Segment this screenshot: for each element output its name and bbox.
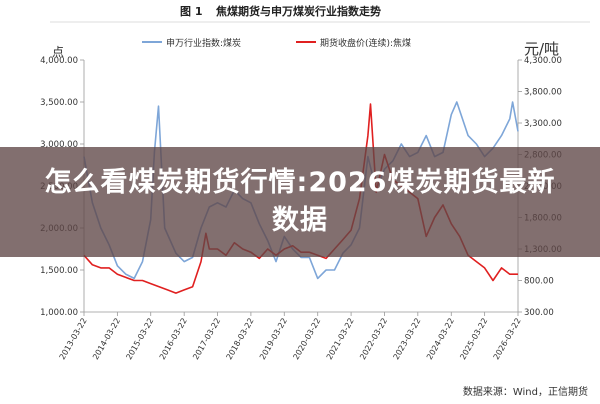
x-tick-label: 2014-03-22	[91, 317, 122, 362]
left-tick-label: 3,500.00	[40, 98, 78, 108]
x-tick-label: 2024-03-22	[425, 317, 456, 362]
x-tick-label: 2023-03-22	[392, 317, 423, 362]
right-tick-label: 4,300.00	[524, 56, 562, 66]
legend-futures-label: 期货收盘价(连续):焦煤	[320, 37, 411, 49]
right-tick-label: 3,300.00	[524, 119, 562, 129]
x-tick-label: 2020-03-22	[291, 317, 322, 362]
x-tick-label: 2019-03-22	[258, 317, 289, 362]
x-tick-label: 2018-03-22	[225, 317, 256, 362]
x-tick-label: 2013-03-22	[58, 317, 89, 362]
x-tick-label: 2026-03-22	[492, 317, 523, 362]
x-axis-ticks: 2013-03-22 2014-03-22 2015-03-22 2016-03-22…	[58, 312, 523, 361]
banner-title: 怎么看煤炭期货行情:2026煤炭期货最新数据	[44, 167, 556, 236]
left-tick-label: 4,000.00	[40, 56, 78, 66]
left-tick-label: 1,000.00	[40, 308, 78, 318]
right-axis-unit: 元/吨	[524, 40, 559, 58]
right-tick-label: 3,800.00	[524, 88, 562, 98]
figure-label: 图 1	[180, 5, 202, 18]
left-axis-unit: 点	[52, 45, 64, 59]
x-tick-label: 2017-03-22	[191, 317, 222, 362]
right-tick-label: 800.00	[524, 277, 554, 287]
chart-title: 焦煤期货与申万煤炭行业指数走势	[215, 4, 381, 18]
left-tick-label: 1,500.00	[40, 266, 78, 276]
left-tick-label: 3,000.00	[40, 140, 78, 150]
x-tick-label: 2015-03-22	[124, 317, 155, 362]
x-tick-label: 2025-03-22	[458, 317, 489, 362]
title-banner: 怎么看煤炭期货行情:2026煤炭期货最新数据	[0, 147, 600, 257]
legend-index-label: 申万行业指数:煤炭	[166, 37, 241, 49]
right-tick-label: 300.00	[524, 308, 554, 318]
x-tick-label: 2016-03-22	[158, 317, 189, 362]
x-tick-label: 2022-03-22	[358, 317, 389, 362]
source-note: 数据来源：Wind，正信期货	[463, 385, 588, 398]
x-tick-label: 2021-03-22	[325, 317, 356, 362]
